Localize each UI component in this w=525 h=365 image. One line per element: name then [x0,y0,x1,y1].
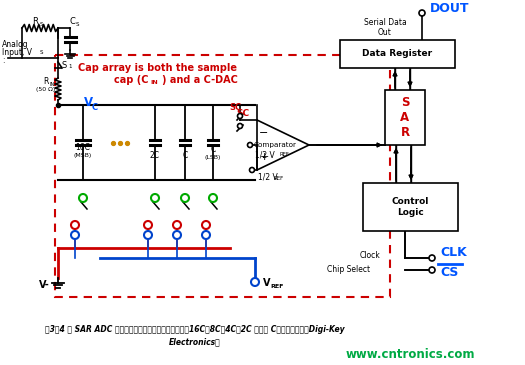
Text: Data Register: Data Register [362,50,433,58]
Text: C: C [211,146,216,154]
Text: Serial Data
Out: Serial Data Out [364,18,406,37]
Text: (MSB): (MSB) [74,153,92,158]
Text: 16C: 16C [76,143,90,153]
Text: cap (C: cap (C [113,75,148,85]
Circle shape [151,194,159,202]
Circle shape [144,221,152,229]
Text: REF: REF [279,152,289,157]
Bar [363,183,458,231]
Circle shape [419,10,425,16]
Bar [340,40,455,68]
Text: Chip Select: Chip Select [327,265,370,274]
Text: 1/2 V: 1/2 V [255,150,275,159]
Text: V: V [263,278,270,288]
Text: Clock: Clock [359,250,380,260]
Text: DOUT: DOUT [430,1,469,15]
Text: C: C [182,150,187,160]
Circle shape [173,231,181,239]
Text: R: R [32,18,38,27]
Circle shape [71,231,79,239]
Circle shape [202,221,210,229]
Circle shape [251,278,259,286]
Circle shape [173,221,181,229]
Bar [385,90,425,145]
Circle shape [71,221,79,229]
Circle shape [79,194,87,202]
Text: −: − [259,128,269,138]
Text: V: V [83,96,92,109]
Text: ) and a C-DAC: ) and a C-DAC [162,75,238,85]
Text: (LSB): (LSB) [205,154,221,160]
Text: S: S [76,22,79,27]
Text: IN: IN [150,81,157,85]
Circle shape [181,194,189,202]
Circle shape [209,194,217,202]
Circle shape [429,255,435,261]
Circle shape [429,267,435,273]
Text: Comparator: Comparator [254,142,297,148]
Circle shape [202,231,210,239]
Text: S
A
R: S A R [401,96,410,139]
Circle shape [144,231,152,239]
Text: Cap array is both the sample: Cap array is both the sample [79,63,237,73]
Text: Electronics）: Electronics） [169,337,221,346]
Text: REF: REF [270,284,284,288]
Text: R: R [43,77,49,87]
Text: V-: V- [39,280,49,290]
Text: CLK: CLK [440,246,467,258]
Text: 2C: 2C [150,150,160,160]
Text: www.cntronics.com: www.cntronics.com [345,348,475,361]
Text: REF: REF [274,176,284,181]
Text: S: S [40,22,44,27]
Text: C: C [92,103,98,111]
Text: IN: IN [50,81,55,87]
Bar [55,55,390,297]
Circle shape [237,123,243,128]
Text: S: S [61,61,67,69]
Text: :: : [2,56,5,65]
Text: Analog: Analog [2,40,29,49]
Text: S: S [40,50,44,55]
Text: 1/2 V: 1/2 V [258,173,278,182]
Circle shape [249,168,255,173]
Text: Input, V: Input, V [2,48,32,57]
Text: C: C [69,18,75,27]
Text: Control
Logic: Control Logic [392,197,429,217]
Text: 图3：4 位 SAR ADC 光幕具有完整的数字加权电容阵列：16C、8C、4C、2C 和两个 C。（图片来源：Digi-Key: 图3：4 位 SAR ADC 光幕具有完整的数字加权电容阵列：16C、8C、4C… [45,325,345,334]
Text: SC: SC [229,104,241,112]
Circle shape [247,142,253,147]
Circle shape [237,114,243,119]
Text: (50 Ω): (50 Ω) [36,88,56,92]
Text: 1: 1 [68,65,71,69]
Text: SC: SC [236,108,249,118]
Text: CS: CS [440,266,458,280]
Text: +: + [259,152,269,162]
